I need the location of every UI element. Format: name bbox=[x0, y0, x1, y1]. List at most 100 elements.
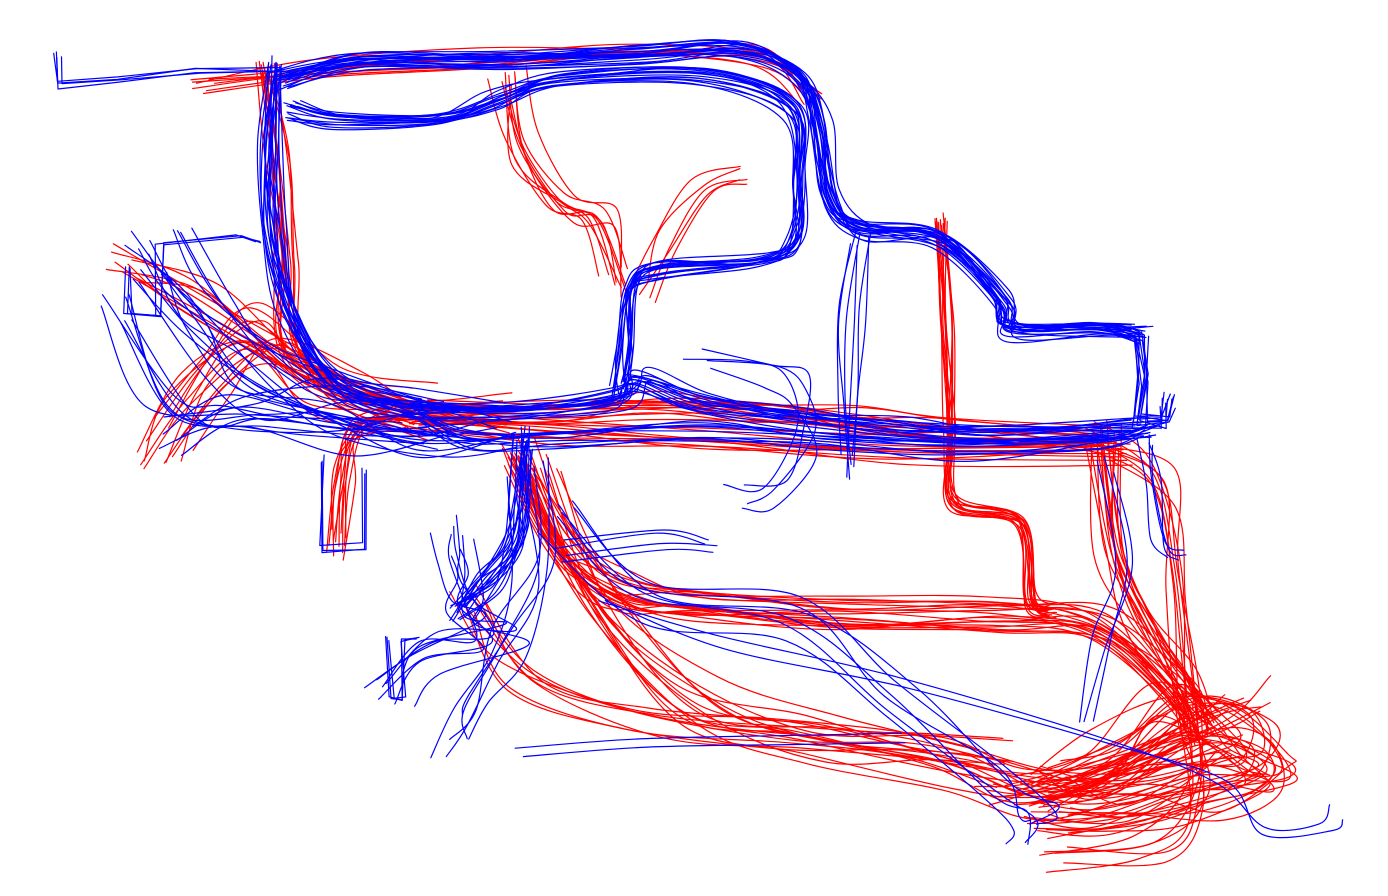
blue-trajectory-362 bbox=[430, 476, 513, 759]
red-trajectory-176 bbox=[1047, 692, 1283, 799]
red-trajectory-187 bbox=[1031, 695, 1272, 806]
blue-trajectory-352 bbox=[378, 555, 484, 700]
red-trajectory-31 bbox=[335, 411, 412, 543]
blue-trajectory-391 bbox=[706, 359, 817, 505]
red-trajectory-60 bbox=[525, 64, 623, 268]
blue-trajectory-328 bbox=[1140, 331, 1173, 418]
blue-trajectory-281 bbox=[124, 320, 448, 437]
red-trajectory-117 bbox=[1110, 440, 1211, 718]
blue-trajectory-290 bbox=[180, 417, 438, 456]
blue-trajectory-316 bbox=[420, 412, 1145, 445]
blue-trajectory-400 bbox=[388, 636, 420, 699]
blue-trajectory-355 bbox=[400, 535, 507, 677]
red-trajectory-106 bbox=[942, 217, 1048, 613]
blue-trajectory-239 bbox=[290, 74, 803, 391]
red-trajectory-57 bbox=[487, 78, 600, 277]
blue-trajectory-365 bbox=[553, 532, 706, 550]
red-trajectory-166 bbox=[474, 612, 997, 788]
red-trajectory-156 bbox=[560, 470, 1228, 805]
blue-trajectory-277 bbox=[176, 230, 512, 423]
red-trajectory-24 bbox=[326, 426, 407, 553]
blue-trajectory-318 bbox=[419, 428, 1151, 463]
blue-trajectory-288 bbox=[162, 394, 403, 435]
red-trajectory-35 bbox=[338, 412, 412, 547]
blue-trajectory-308 bbox=[425, 381, 1154, 429]
red-trajectory-160 bbox=[465, 608, 996, 766]
blue-trajectory-264 bbox=[256, 61, 420, 409]
red-trajectory-94 bbox=[417, 415, 1124, 452]
blue-trajectory-246 bbox=[283, 70, 798, 386]
red-trajectory-104 bbox=[942, 212, 1055, 605]
blue-trajectory-383 bbox=[851, 231, 872, 456]
red-trajectory-103 bbox=[938, 222, 1050, 617]
blue-trajectory-235 bbox=[300, 66, 810, 382]
blue-trajectory-374 bbox=[573, 507, 1058, 825]
red-trajectory-180 bbox=[1012, 681, 1248, 793]
red-trajectory-63 bbox=[504, 72, 617, 283]
red-trajectory-64 bbox=[501, 81, 627, 293]
blue-trajectory-360 bbox=[468, 457, 550, 740]
red-trajectory-165 bbox=[475, 584, 1014, 762]
blue-trajectory-242 bbox=[286, 76, 806, 397]
blue-trajectory-326 bbox=[1135, 336, 1167, 430]
blue-trajectory-327 bbox=[1132, 334, 1163, 423]
blue-trajectory-370 bbox=[571, 500, 1060, 825]
blue-trajectory-366 bbox=[565, 542, 718, 557]
red-trajectory-6 bbox=[143, 341, 418, 462]
blue-trajectory-270 bbox=[160, 273, 518, 458]
red-trajectory-188 bbox=[1030, 702, 1266, 785]
red-trajectory-65 bbox=[514, 71, 628, 270]
blue-trajectory-387 bbox=[843, 231, 861, 465]
blue-trajectory-261 bbox=[262, 55, 422, 400]
blue-trajectory-206 bbox=[53, 52, 279, 84]
blue-trajectory-291 bbox=[175, 406, 433, 442]
blue-trajectory-278 bbox=[130, 230, 498, 436]
blue-trajectory-382 bbox=[853, 235, 870, 468]
blue-trajectory-208 bbox=[55, 51, 280, 82]
red-trajectory-195 bbox=[1054, 445, 1202, 854]
blue-trajectory-348 bbox=[449, 433, 515, 609]
red-trajectory-197 bbox=[986, 699, 1252, 795]
red-trajectory-70 bbox=[629, 165, 741, 287]
blue-trajectory-292 bbox=[192, 385, 445, 428]
red-trajectory-42 bbox=[273, 62, 429, 419]
blue-trajectory-289 bbox=[158, 425, 425, 449]
blue-trajectory-359 bbox=[445, 466, 540, 758]
blue-trajectory-243 bbox=[289, 70, 805, 383]
blue-trajectory-322 bbox=[1134, 331, 1171, 417]
blue-trajectory-225 bbox=[281, 40, 1140, 331]
red-trajectory-179 bbox=[1048, 695, 1281, 794]
blue-trajectory-330 bbox=[1148, 434, 1185, 551]
red-trajectory-192 bbox=[1066, 441, 1203, 855]
blue-trajectory-376 bbox=[598, 600, 1331, 832]
blue-trajectory-329 bbox=[1151, 444, 1187, 557]
red-trajectory-66 bbox=[647, 168, 741, 282]
blue-trajectory-228 bbox=[276, 39, 1132, 331]
red-trajectory-140 bbox=[523, 453, 1215, 734]
blue-trajectory-314 bbox=[422, 420, 1157, 456]
blue-trajectory-305 bbox=[419, 380, 1149, 441]
blue-trajectory-259 bbox=[269, 63, 419, 408]
red-trajectory-1 bbox=[168, 302, 439, 429]
blue-trajectory-378 bbox=[514, 732, 902, 749]
blue-trajectory-390 bbox=[701, 348, 812, 487]
blue-trajectory-386 bbox=[836, 231, 857, 456]
red-trajectory-108 bbox=[940, 224, 1057, 610]
blue-trajectory-334 bbox=[459, 449, 532, 621]
blue-trajectory-393 bbox=[126, 235, 262, 318]
red-trajectory-124 bbox=[1089, 439, 1199, 733]
blue-trajectory-380 bbox=[1079, 460, 1117, 723]
red-trajectory-122 bbox=[1088, 438, 1192, 721]
blue-trajectory-230 bbox=[280, 39, 1142, 336]
blue-trajectory-377 bbox=[522, 742, 906, 758]
blue-trajectory-256 bbox=[279, 65, 423, 402]
red-trajectory-143 bbox=[509, 466, 1193, 743]
blue-trajectory-381 bbox=[1092, 455, 1128, 722]
red-trajectory-194 bbox=[1045, 447, 1192, 873]
red-trajectory-201 bbox=[1013, 702, 1271, 806]
red-trajectory-120 bbox=[1084, 439, 1195, 727]
red-trajectory-26 bbox=[342, 418, 431, 554]
blue-trajectory-351 bbox=[385, 525, 517, 685]
blue-trajectory-287 bbox=[163, 377, 449, 418]
blue-trajectory-373 bbox=[561, 511, 1039, 844]
